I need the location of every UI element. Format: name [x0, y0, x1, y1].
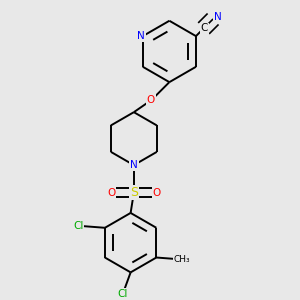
Text: N: N: [137, 31, 145, 41]
Text: O: O: [152, 188, 160, 198]
Text: O: O: [107, 188, 116, 198]
Text: CH₃: CH₃: [174, 255, 190, 264]
Text: Cl: Cl: [73, 221, 83, 231]
Text: S: S: [130, 186, 138, 199]
Text: C: C: [201, 23, 208, 33]
Text: O: O: [146, 95, 155, 105]
Text: N: N: [214, 12, 222, 22]
Text: N: N: [130, 160, 138, 170]
Text: Cl: Cl: [117, 289, 128, 299]
